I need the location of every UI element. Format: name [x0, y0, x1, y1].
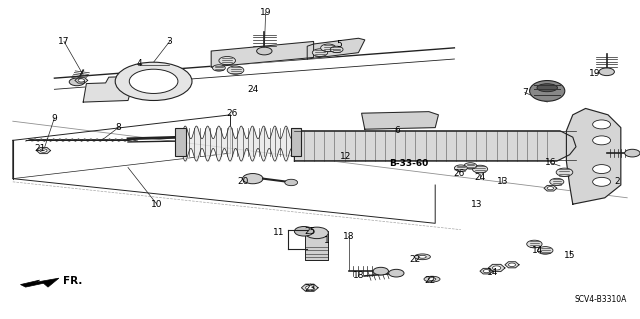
Ellipse shape: [424, 276, 440, 282]
Circle shape: [294, 226, 314, 236]
Text: 24: 24: [247, 85, 259, 94]
Circle shape: [78, 79, 84, 82]
Circle shape: [40, 149, 47, 152]
Text: 9: 9: [52, 114, 57, 122]
Circle shape: [243, 174, 263, 184]
Circle shape: [464, 163, 477, 169]
Circle shape: [388, 269, 404, 277]
Text: 7: 7: [522, 88, 527, 97]
Circle shape: [212, 65, 225, 71]
Text: 18: 18: [353, 271, 364, 280]
Text: 16: 16: [545, 158, 556, 167]
Polygon shape: [20, 278, 59, 287]
Text: 23: 23: [304, 284, 316, 293]
Text: SCV4-B3310A: SCV4-B3310A: [575, 295, 627, 304]
Ellipse shape: [419, 255, 426, 258]
Text: 26: 26: [226, 109, 237, 118]
Polygon shape: [480, 268, 493, 274]
Text: 25: 25: [305, 227, 316, 236]
Text: 13: 13: [471, 200, 483, 209]
Ellipse shape: [537, 84, 557, 92]
Polygon shape: [362, 112, 438, 129]
Text: 2: 2: [615, 177, 620, 186]
Ellipse shape: [428, 278, 436, 281]
Polygon shape: [566, 108, 621, 204]
Bar: [305, 231, 328, 260]
Bar: [291, 128, 301, 156]
Polygon shape: [307, 38, 365, 59]
Circle shape: [454, 165, 467, 171]
Circle shape: [493, 266, 501, 270]
Circle shape: [312, 49, 328, 56]
Text: 14: 14: [487, 268, 499, 277]
Text: 20: 20: [237, 177, 249, 186]
Polygon shape: [544, 185, 557, 191]
Ellipse shape: [415, 254, 431, 260]
Circle shape: [257, 47, 272, 55]
Bar: [175, 128, 186, 156]
Circle shape: [483, 270, 490, 273]
Circle shape: [285, 179, 298, 186]
Circle shape: [373, 267, 388, 275]
Text: 22: 22: [424, 276, 436, 285]
Text: FR.: FR.: [63, 276, 82, 286]
Circle shape: [593, 120, 611, 129]
Text: 4: 4: [137, 59, 142, 68]
Text: 10: 10: [151, 200, 163, 209]
Polygon shape: [294, 131, 576, 161]
Polygon shape: [301, 284, 318, 291]
Polygon shape: [83, 77, 131, 102]
Circle shape: [227, 66, 244, 74]
Text: 13: 13: [497, 177, 508, 186]
Polygon shape: [36, 147, 51, 154]
Polygon shape: [505, 262, 519, 268]
Circle shape: [527, 240, 542, 248]
Circle shape: [305, 227, 328, 239]
Polygon shape: [75, 78, 88, 83]
Circle shape: [509, 263, 516, 267]
Text: 3: 3: [167, 37, 172, 46]
Circle shape: [472, 165, 488, 173]
Polygon shape: [211, 41, 314, 67]
Circle shape: [599, 68, 614, 76]
Text: 21: 21: [34, 144, 45, 153]
Circle shape: [69, 78, 84, 86]
Circle shape: [547, 187, 554, 190]
Circle shape: [306, 286, 314, 290]
Text: 8: 8: [116, 123, 121, 132]
Text: 19: 19: [589, 69, 601, 78]
Text: 14: 14: [532, 246, 543, 255]
Ellipse shape: [530, 81, 565, 101]
Text: 12: 12: [340, 152, 351, 161]
Text: B-33-60: B-33-60: [388, 159, 428, 168]
Circle shape: [129, 69, 178, 93]
Text: 1: 1: [324, 236, 329, 245]
Circle shape: [538, 247, 553, 254]
Text: 19: 19: [260, 8, 271, 17]
Circle shape: [593, 136, 611, 145]
Text: 17: 17: [58, 37, 70, 46]
Circle shape: [625, 149, 640, 157]
Circle shape: [550, 178, 564, 185]
Circle shape: [556, 168, 573, 176]
Text: 24: 24: [474, 173, 486, 182]
Circle shape: [330, 46, 343, 53]
Text: 22: 22: [409, 256, 420, 264]
Text: 11: 11: [273, 228, 284, 237]
Polygon shape: [488, 264, 505, 271]
Text: 5: 5: [337, 40, 342, 49]
Circle shape: [593, 165, 611, 174]
Text: 15: 15: [564, 251, 575, 260]
Circle shape: [321, 44, 336, 52]
Circle shape: [593, 177, 611, 186]
Circle shape: [115, 62, 192, 100]
Circle shape: [219, 56, 236, 65]
Text: 26: 26: [454, 169, 465, 178]
Text: 6: 6: [394, 126, 399, 135]
Text: 18: 18: [343, 232, 355, 241]
